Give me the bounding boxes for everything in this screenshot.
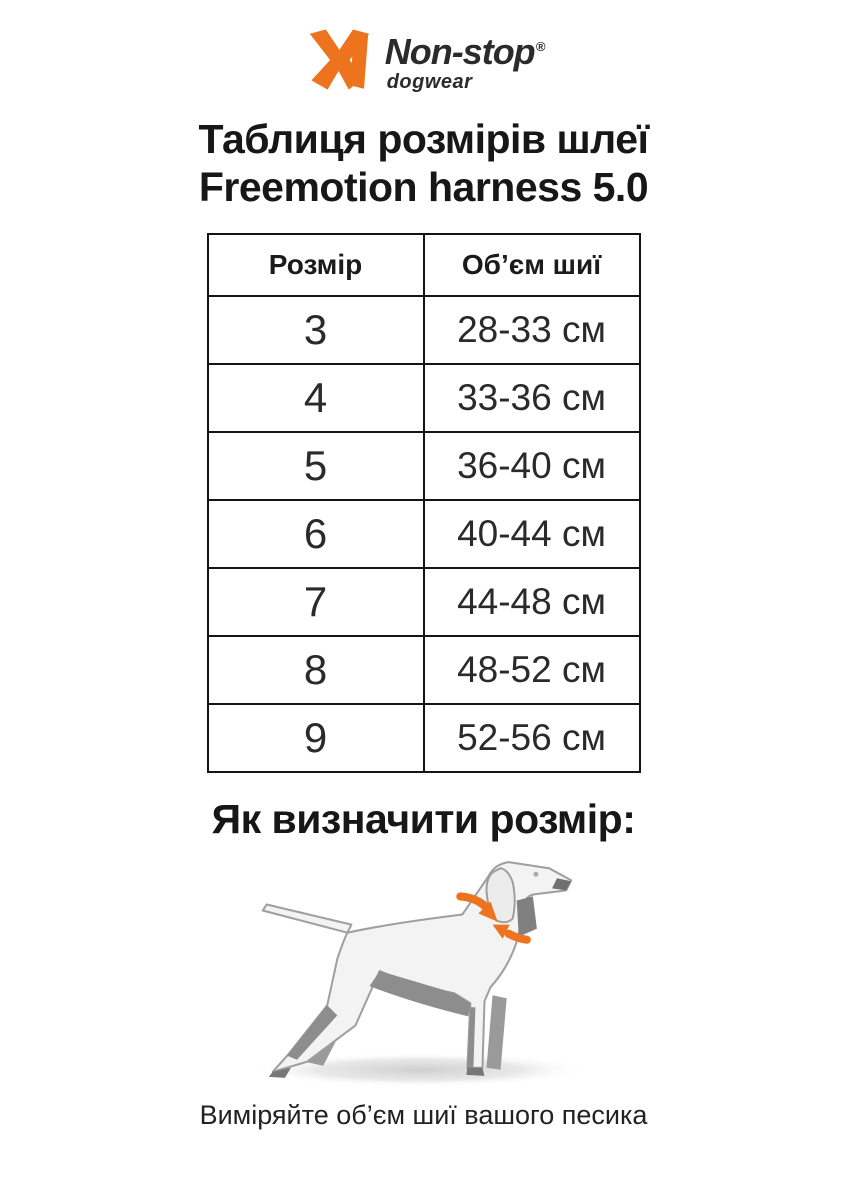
neck-range: 44-48 см (422, 567, 641, 638)
table-row: 5 36-40 см (206, 431, 641, 502)
dog-thigh-shadow (286, 1005, 337, 1060)
table-header-row: Розмір Об’єм шиї (206, 233, 641, 298)
measure-caption: Виміряйте об’єм шиї вашого песика (199, 1100, 648, 1131)
size-table: Розмір Об’єм шиї 3 28-33 см 4 33-36 см 5… (206, 233, 641, 774)
col-header-size: Розмір (206, 233, 425, 298)
page-title-line1: Таблиця розмірів шлеї (198, 116, 649, 162)
table-row: 3 28-33 см (206, 295, 641, 366)
brand-logo-text: Non-stop® dogwear (384, 24, 546, 93)
registered-mark: ® (535, 39, 546, 54)
table-row: 9 52-56 см (206, 703, 641, 774)
ground-shadow (249, 1052, 588, 1088)
dog-neck-measurement-illustration (249, 861, 588, 1088)
dog-neck-shadow (516, 896, 537, 937)
page-title: Таблиця розмірів шлеї Freemotion harness… (0, 116, 847, 211)
col-header-neck: Об’єм шиї (422, 233, 641, 298)
neck-range: 28-33 см (422, 295, 641, 366)
dog-nose (551, 878, 571, 891)
dog-eye (532, 871, 538, 877)
brand-name: Non-stop® (384, 31, 546, 72)
neck-range: 48-52 см (422, 635, 641, 706)
brand-logo: Non-stop® dogwear (0, 24, 847, 102)
size-value: 9 (206, 703, 425, 774)
dog-tail (261, 903, 352, 934)
size-value: 5 (206, 431, 425, 502)
size-value: 6 (206, 499, 425, 570)
neck-range: 40-44 см (422, 499, 641, 570)
table-row: 6 40-44 см (206, 499, 641, 570)
table-row: 4 33-36 см (206, 363, 641, 434)
size-value: 8 (206, 635, 425, 706)
table-row: 8 48-52 см (206, 635, 641, 706)
size-value: 3 (206, 295, 425, 366)
dog-front-foot (465, 1067, 484, 1077)
page-title-line2: Freemotion harness 5.0 (198, 163, 649, 210)
nonstop-logo-icon (309, 29, 369, 90)
neck-range: 33-36 см (422, 363, 641, 434)
dog-front-leg-shadow (466, 1007, 475, 1068)
dog-illustration-container (229, 844, 619, 1096)
size-value: 7 (206, 567, 425, 638)
dog-body (271, 861, 572, 1074)
table-row: 7 44-48 см (206, 567, 641, 638)
dog-far-front-leg (485, 995, 507, 1070)
size-value: 4 (206, 363, 425, 434)
neck-measure-arrows (455, 892, 531, 944)
dog-belly-shadow (369, 971, 470, 1017)
how-to-heading: Як визначити розмір: (211, 796, 636, 843)
brand-subtitle: dogwear (386, 71, 473, 93)
brand-name-text: Non-stop (384, 31, 536, 72)
dog-rear-foot (268, 1067, 291, 1079)
neck-range: 52-56 см (422, 703, 641, 774)
neck-range: 36-40 см (422, 431, 641, 502)
dog-ear (484, 867, 516, 924)
